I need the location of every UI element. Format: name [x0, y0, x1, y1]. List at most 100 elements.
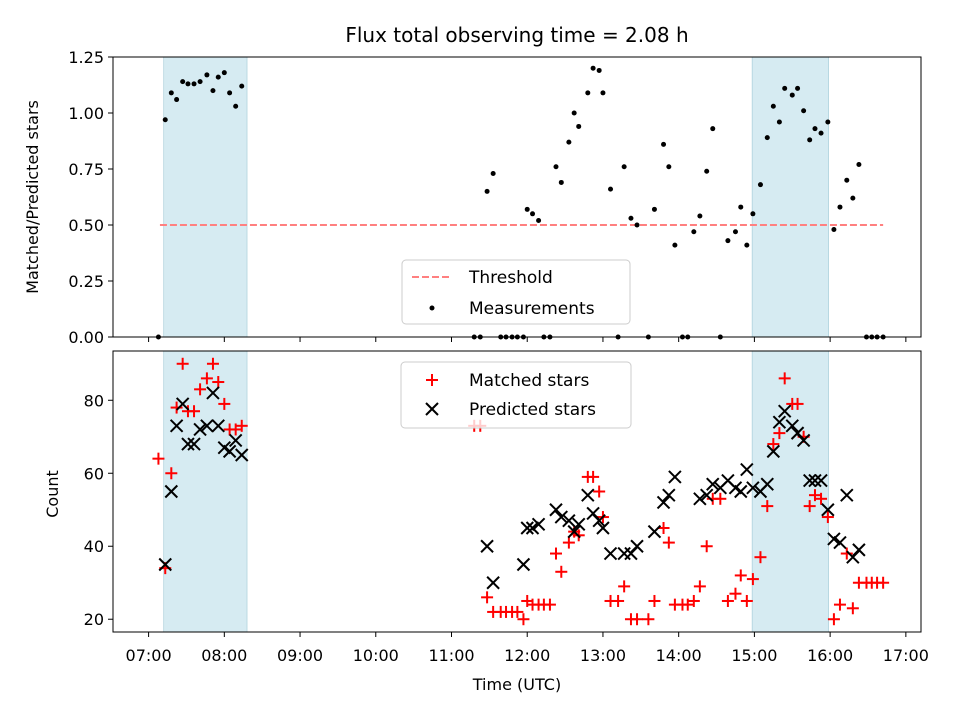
bottom-plot-frame — [112, 350, 922, 633]
matched-star-point — [549, 547, 562, 560]
predicted-star-point — [206, 386, 220, 400]
matched-star-point — [235, 419, 248, 432]
measurement-point — [725, 238, 731, 244]
measurement-point — [221, 70, 227, 76]
matched-star-point — [642, 613, 655, 626]
predicted-star-point — [187, 437, 201, 451]
top-measurement-points — [155, 65, 886, 340]
matched-star-point — [170, 401, 183, 414]
measurement-point — [576, 123, 582, 129]
predicted-star-point — [222, 444, 237, 459]
matched-star-point — [740, 594, 753, 607]
measurement-point — [750, 211, 756, 217]
measurement-point — [776, 119, 782, 125]
matched-star-point — [700, 540, 713, 553]
measurement-point — [168, 90, 174, 96]
measurement-point — [585, 90, 591, 96]
predicted-star-point — [740, 462, 754, 477]
predicted-star-point — [235, 448, 249, 462]
matched-star-point — [657, 521, 670, 534]
predicted-star-point — [760, 477, 774, 491]
top-shaded-intervals — [163, 56, 829, 338]
predicted-star-point — [211, 419, 225, 433]
measurement-point — [782, 85, 788, 91]
matched-star-point — [714, 492, 727, 505]
bottom-y-tick-label: 60 — [84, 464, 104, 483]
matched-star-point — [206, 357, 219, 370]
measurement-point — [666, 164, 672, 170]
measurement-point — [524, 206, 530, 212]
bottom-y-axis-label: Count — [43, 470, 62, 518]
bottom-x-tick-label: 12:00 — [504, 646, 550, 665]
top-shaded-band — [163, 56, 248, 338]
bottom-y-axis: 20 40 60 80 — [84, 391, 113, 629]
bottom-x-tick-label: 13:00 — [580, 646, 626, 665]
measurement-point — [210, 88, 216, 94]
bottom-x-tick-label: 11:00 — [428, 646, 474, 665]
predicted-star-point — [706, 477, 720, 491]
matched-star-point — [734, 569, 747, 582]
predicted-star-point — [772, 415, 787, 429]
predicted-star-point — [164, 484, 179, 499]
matched-star-point — [662, 536, 675, 549]
predicted-star-point — [596, 521, 610, 535]
measurement-point — [691, 229, 697, 235]
measurement-point — [590, 65, 596, 71]
matched-star-point — [593, 485, 606, 498]
measurement-point — [197, 79, 203, 85]
measurement-point — [764, 135, 770, 141]
predicted-star-point — [699, 488, 714, 502]
bottom-x-tick-label: 08:00 — [201, 646, 247, 665]
legend-matched-swatch — [426, 374, 438, 386]
matched-star-point — [693, 580, 706, 593]
measurement-point — [596, 67, 602, 73]
matched-star-point — [761, 500, 774, 513]
top-y-tick-label: 0.25 — [68, 272, 104, 291]
measurement-point — [744, 242, 750, 248]
bottom-x-tick-label: 15:00 — [731, 646, 777, 665]
measurement-point — [818, 130, 824, 136]
top-y-tick-label: 0.50 — [68, 216, 104, 235]
predicted-star-point — [647, 524, 662, 539]
legend-threshold-label: Threshold — [468, 268, 553, 288]
measurement-point — [837, 204, 843, 210]
measurement-point — [789, 92, 795, 98]
predicted-star-point — [572, 517, 586, 532]
predicted-star-point — [549, 503, 563, 517]
matched-star-point — [815, 492, 828, 505]
predicted-star-point — [175, 397, 190, 411]
matched-star-point — [229, 423, 242, 436]
predicted-star-point — [169, 419, 184, 433]
matched-star-point — [840, 547, 853, 560]
predicted-star-point — [734, 484, 748, 499]
matched-star-point — [767, 438, 780, 451]
bottom-star-points — [152, 357, 890, 626]
predicted-star-point — [821, 503, 835, 517]
measurement-point — [628, 215, 634, 221]
matched-star-point — [555, 565, 568, 578]
bottom-x-tick-label: 14:00 — [656, 646, 702, 665]
predicted-star-point — [693, 492, 707, 506]
measurement-point — [239, 83, 245, 89]
matched-star-point — [176, 357, 189, 370]
measurement-point — [558, 179, 564, 185]
matched-star-point — [212, 376, 225, 389]
predicted-star-point — [746, 481, 760, 495]
predicted-star-point — [567, 524, 581, 539]
predicted-star-point — [833, 535, 847, 550]
matched-star-point — [729, 587, 742, 600]
matched-star-point — [821, 511, 834, 524]
bottom-legend: Matched stars Predicted stars — [400, 361, 632, 429]
matched-star-point — [791, 397, 804, 410]
bottom-x-tick-label: 16:00 — [807, 646, 853, 665]
measurement-point — [732, 229, 738, 235]
measurement-point — [215, 74, 221, 80]
bottom-y-tick-label: 40 — [84, 537, 104, 556]
predicted-star-point — [814, 473, 828, 488]
bottom-shaded-band — [163, 350, 248, 633]
bottom-x-axis: 07:00 08:00 09:00 10:00 11:00 12:00 13:00 14:00… — [126, 632, 929, 665]
matched-star-point — [194, 383, 207, 396]
measurement-point — [697, 213, 703, 219]
bottom-x-tick-label: 10:00 — [353, 646, 399, 665]
measurement-point — [634, 222, 640, 228]
